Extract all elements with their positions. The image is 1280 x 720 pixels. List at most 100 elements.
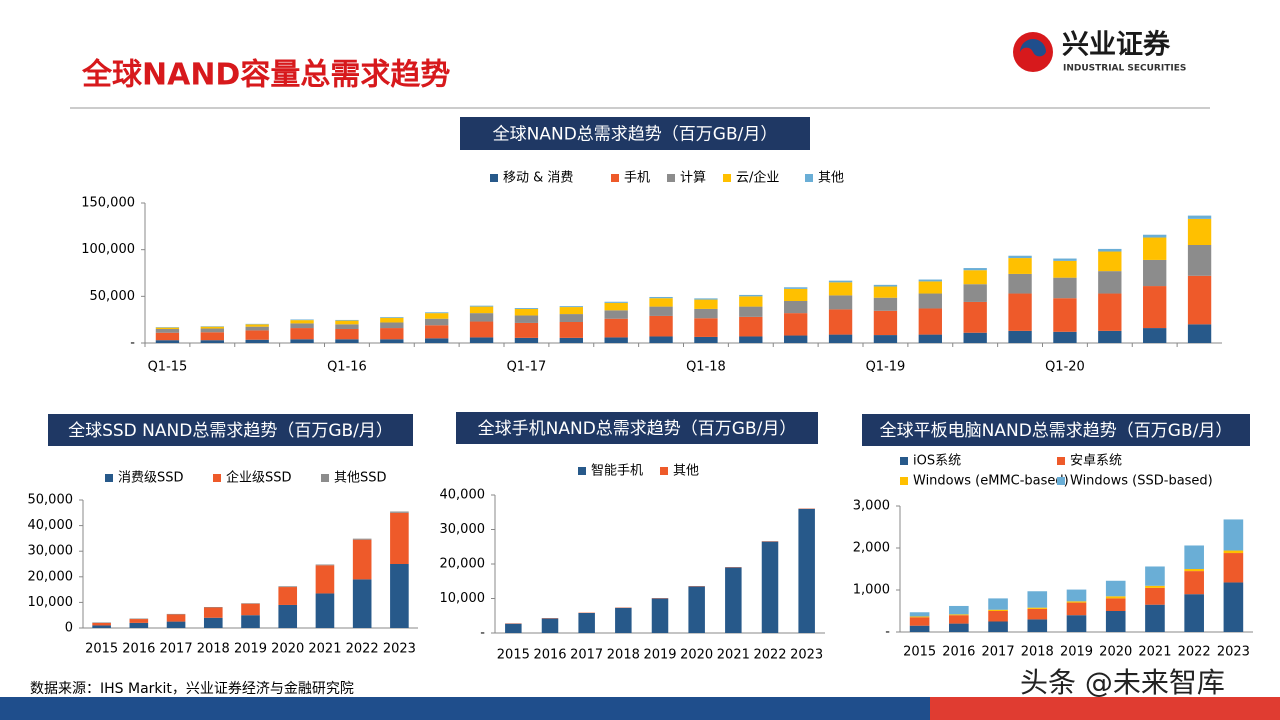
bar-segment [469,337,494,343]
bar-segment [129,618,149,620]
bar-segment [1066,602,1087,616]
bar-segment [155,332,180,341]
bar-segment [828,282,853,296]
bar-segment [290,323,314,329]
bar-segment [469,305,494,307]
bar-segment [155,340,180,343]
bar-segment [649,306,673,316]
bar-segment [578,612,595,633]
logo-swirl [1020,39,1046,57]
y-tick-label: 30,000 [440,522,486,537]
bar-segment [649,336,673,343]
bar-segment [203,607,223,618]
bar-segment [559,337,583,343]
x-tick-label: Q1-20 [1045,360,1085,375]
bar-segment [1143,286,1167,329]
bar-segment [514,322,539,338]
legend-swatch [490,174,498,182]
chart-title-box [460,117,810,150]
x-tick-label: 2020 [271,642,304,657]
bar-segment [335,319,359,321]
bar-segment [963,268,987,271]
bar-segment [390,511,409,513]
bar-segment [1008,255,1032,259]
bar-segment [200,340,224,343]
bar-segment [1105,598,1126,611]
x-tick-label: 2017 [570,648,603,663]
bar-segment [1187,275,1212,325]
bar-segment [200,326,224,329]
x-tick-label: 2017 [160,642,193,657]
bar-segment [873,286,898,298]
bar-segment [200,328,224,333]
y-tick-label: 50,000 [90,289,136,304]
bar-segment [909,625,930,632]
bar-segment [315,565,335,594]
bar-segment [425,318,449,326]
bar-segment [380,317,404,323]
legend-swatch [900,457,908,465]
bar-segment [909,616,930,618]
bar-segment [604,318,628,338]
bar-segment [1223,553,1244,583]
bar-segment [352,579,372,628]
bar-segment [155,327,180,329]
bar-segment [390,512,409,564]
x-tick-label: 2018 [1021,645,1054,660]
bar-segment [278,604,298,628]
bar-segment [469,321,494,338]
bar-segment [1105,611,1126,632]
bar-segment [505,623,522,633]
bar-segment [203,617,223,628]
y-tick-label: 40,000 [28,518,74,533]
bar-segment [873,297,898,311]
bar-segment [335,320,359,325]
y-tick-label: 0 [65,621,73,636]
x-tick-label: 2023 [790,648,823,663]
bar-segment [1027,608,1048,620]
x-tick-label: 2021 [717,648,750,663]
legend-swatch [805,174,813,182]
bar-segment [559,322,583,338]
bar-segment [514,337,539,343]
y-tick-label: 10,000 [440,591,486,606]
x-tick-label: 2019 [234,642,267,657]
y-tick-label: 150,000 [81,196,135,211]
chart-title-box [862,414,1250,446]
x-tick-label: 2016 [533,648,566,663]
bar-segment [918,279,942,282]
x-tick-label: 2023 [383,642,416,657]
x-tick-label: 2015 [497,648,530,663]
bar-segment [315,564,335,566]
bar-segment [1105,580,1126,597]
watermark: 头条 @未来智库 [1020,666,1225,699]
bar-segment [649,298,673,307]
bar-segment [1184,594,1204,632]
bar-segment [380,339,404,343]
x-tick-label: 2015 [903,645,936,660]
bar-segment [1053,258,1077,261]
bar-segment [1066,589,1087,602]
bar-segment [615,607,632,633]
bar-segment [604,337,628,343]
bar-segment [559,314,583,322]
legend-swatch [667,174,675,182]
bar-segment [469,306,494,314]
bar-segment [649,296,673,299]
bar-segment [694,308,718,319]
bar-segment [425,325,449,339]
bar-segment [988,611,1008,622]
bar-segment [425,312,449,314]
source-note: 数据来源：IHS Markit，兴业证券经济与金融研究院 [30,681,354,697]
legend-label: 移动 & 消费 [503,171,573,186]
bar-segment [541,618,559,633]
y-tick-label: 30,000 [28,544,74,559]
bar-segment [949,623,969,632]
bar-segment [1105,596,1126,599]
bar-segment [1027,591,1048,608]
legend-label: Windows (eMMC-based) [913,474,1069,489]
bar-segment [1187,245,1212,276]
bar-segment [909,617,930,626]
y-tick-label: - [480,626,485,641]
bar-segment [918,308,942,335]
